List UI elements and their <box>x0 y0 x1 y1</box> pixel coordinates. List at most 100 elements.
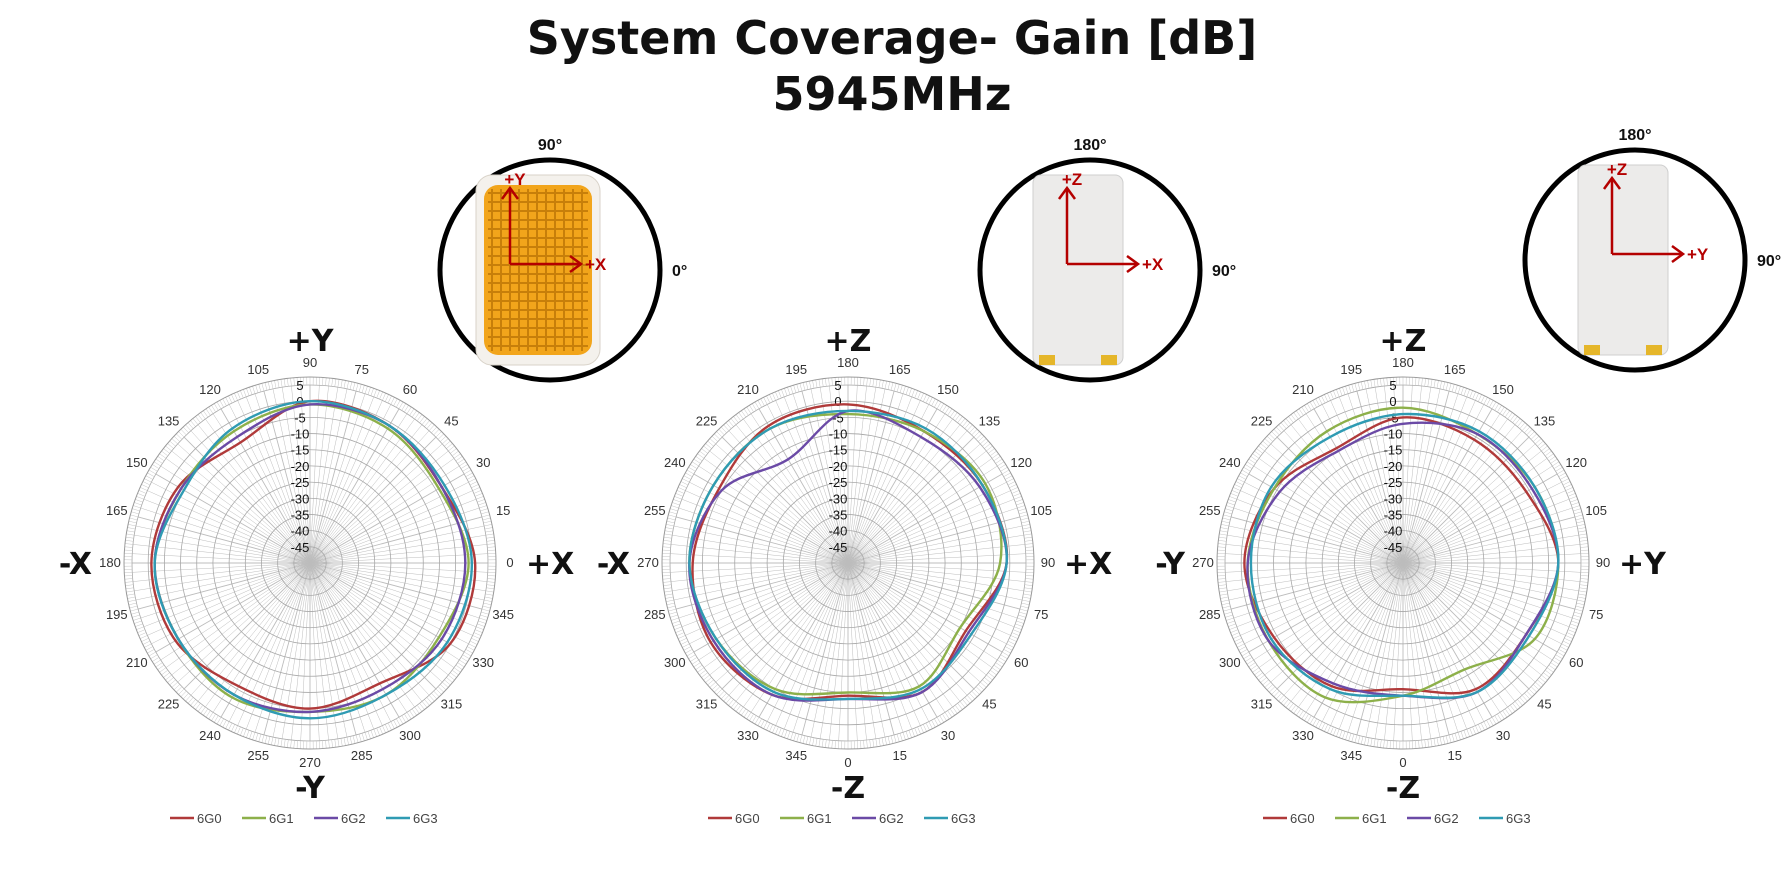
outer-tick <box>1580 578 1589 580</box>
grid-spoke <box>281 562 311 739</box>
outer-tick <box>421 418 428 425</box>
outer-tick <box>980 438 987 445</box>
outer-tick <box>705 677 712 683</box>
outer-tick <box>152 464 160 469</box>
angle-tick-label: 75 <box>1034 607 1048 622</box>
grid-spoke <box>309 544 488 564</box>
axis-label-bottom: -Z <box>1386 771 1420 806</box>
outer-tick <box>203 708 209 716</box>
outer-tick <box>1293 412 1299 420</box>
outer-tick <box>277 379 280 388</box>
outer-tick <box>1354 734 1358 743</box>
grid-spoke <box>281 387 311 564</box>
outer-tick <box>666 599 674 602</box>
outer-tick <box>258 384 262 392</box>
grid-spoke <box>715 443 849 564</box>
grid-spoke <box>673 525 849 564</box>
outer-tick <box>1248 662 1256 668</box>
outer-tick <box>128 599 136 602</box>
outer-tick <box>781 729 785 737</box>
grid-ring <box>1305 465 1501 661</box>
chart-title: System Coverage- Gain [dB] 5945MHz <box>0 10 1784 122</box>
angle-tick-label: 120 <box>1010 455 1032 470</box>
outer-tick <box>322 377 324 386</box>
outer-tick <box>243 389 247 397</box>
grid-spoke <box>1402 396 1468 564</box>
grid-spoke <box>1402 534 1579 564</box>
outer-tick <box>1418 377 1420 386</box>
outer-tick <box>1427 378 1430 387</box>
outer-tick <box>952 706 958 714</box>
outer-ring <box>661 376 1035 750</box>
outer-tick <box>920 725 924 734</box>
outer-tick <box>1577 596 1586 599</box>
angle-tick-label: 150 <box>1492 382 1514 397</box>
outer-tick <box>863 377 865 386</box>
angle-tick-label: 255 <box>644 503 666 518</box>
outer-tick <box>216 401 222 409</box>
angle-tick-label: 180 <box>1392 355 1414 370</box>
outer-tick <box>1019 608 1028 612</box>
outer-tick <box>1550 458 1558 464</box>
grid-spoke <box>847 562 993 668</box>
outer-tick <box>1006 643 1014 648</box>
outer-tick <box>267 736 271 745</box>
outer-tick <box>1225 508 1233 512</box>
outer-tick <box>664 530 673 533</box>
radial-tick-label: -40 <box>1384 524 1403 539</box>
outer-tick <box>1580 575 1589 577</box>
grid-spoke <box>775 400 849 564</box>
outer-tick <box>662 581 672 583</box>
outer-tick <box>728 699 734 706</box>
outer-tick <box>293 377 295 386</box>
grid-spoke <box>1313 408 1404 564</box>
outer-tick <box>799 383 803 392</box>
outer-tick <box>487 578 496 580</box>
outer-tick <box>1561 478 1569 483</box>
outer-tick <box>1009 484 1017 489</box>
outer-tick <box>1537 440 1544 447</box>
outer-tick <box>957 703 963 710</box>
outer-tick <box>860 740 862 749</box>
grid-spoke <box>1240 562 1404 636</box>
angle-tick-label: 0 <box>844 755 851 770</box>
outer-tick <box>709 681 716 688</box>
outer-tick <box>134 502 142 506</box>
outer-tick <box>487 549 496 551</box>
grid-spoke <box>134 534 311 564</box>
angle-tick-label: 135 <box>158 414 180 429</box>
outer-tick <box>1271 688 1278 695</box>
outer-tick <box>690 464 698 469</box>
outer-tick <box>334 378 337 387</box>
outer-tick <box>695 456 703 462</box>
grid-spoke <box>309 498 477 564</box>
grid-spoke <box>263 562 311 736</box>
outer-tick <box>1541 674 1548 681</box>
outer-tick <box>790 732 794 740</box>
angle-tick-label: 225 <box>1251 414 1273 429</box>
outer-tick <box>379 391 383 400</box>
outer-tick <box>1579 584 1588 586</box>
grid-spoke <box>709 562 849 676</box>
angle-tick-label: 330 <box>472 655 494 670</box>
outer-tick <box>464 651 472 657</box>
grid-spoke <box>309 404 392 564</box>
outer-tick <box>1000 654 1008 660</box>
outer-tick <box>984 677 991 683</box>
axis-label-right: +X <box>1064 547 1112 582</box>
grid-spoke <box>1236 498 1404 564</box>
outer-tick <box>1548 456 1556 462</box>
arrow-right-head <box>569 254 584 274</box>
grid-spoke <box>819 387 849 564</box>
outer-tick <box>437 433 444 440</box>
outer-tick <box>222 720 227 728</box>
outer-tick <box>1386 377 1388 386</box>
outer-tick <box>931 398 936 406</box>
grid-spoke <box>309 385 320 564</box>
outer-tick <box>469 481 478 486</box>
outer-tick <box>1304 713 1309 721</box>
outer-tick <box>1237 478 1245 483</box>
outer-tick <box>1421 739 1423 749</box>
outer-tick <box>1345 732 1349 740</box>
outer-tick <box>442 681 449 688</box>
